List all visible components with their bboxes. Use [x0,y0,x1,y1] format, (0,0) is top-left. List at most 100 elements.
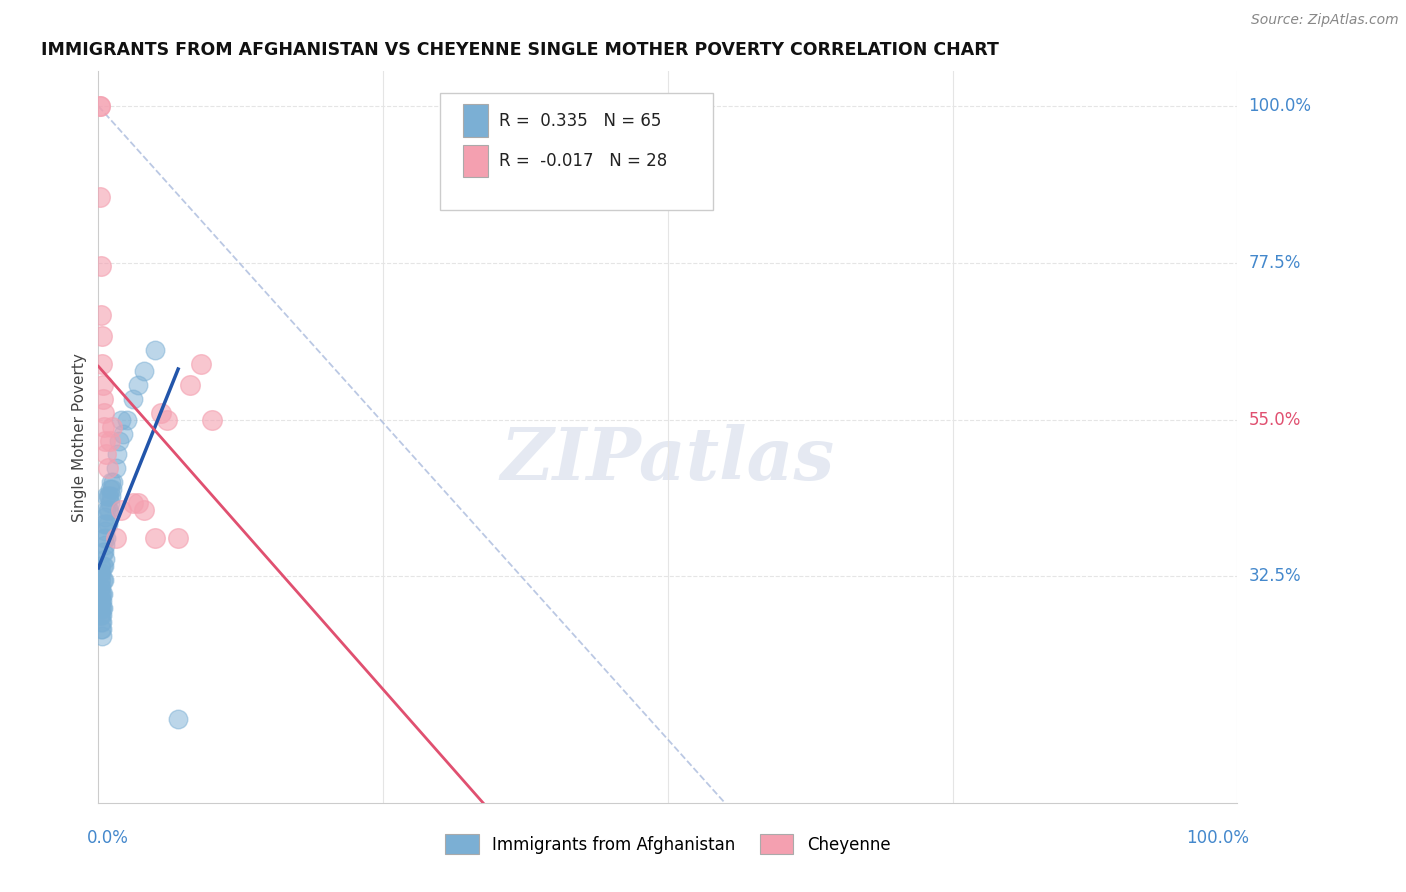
Bar [463,145,488,178]
Text: Source: ZipAtlas.com: Source: ZipAtlas.com [1251,13,1399,28]
Point [93,545,115,559]
Point [89,99,111,113]
Point [94,538,117,552]
Point [94,552,117,566]
Point [104,531,127,545]
Point [90,629,112,643]
Point [101,483,124,497]
Text: 77.5%: 77.5% [1249,254,1301,272]
Text: IMMIGRANTS FROM AFGHANISTAN VS CHEYENNE SINGLE MOTHER POVERTY CORRELATION CHART: IMMIGRANTS FROM AFGHANISTAN VS CHEYENNE … [42,41,1000,59]
Point [98,496,121,510]
Point [90,594,112,608]
Point [89,594,111,608]
Point [90,357,112,371]
Point [96,489,118,503]
Point [90,566,112,580]
Point [91,392,114,406]
Text: 0.0%: 0.0% [87,829,129,847]
Point [98,483,121,497]
Point [89,587,111,601]
Point [90,573,112,587]
Bar [463,104,488,137]
Point [90,580,112,594]
Point [93,517,115,532]
Point [201,412,224,426]
Point [91,587,114,601]
Point [96,489,118,503]
Point [89,573,111,587]
Point [90,587,112,601]
Point [96,517,118,532]
Point [89,600,111,615]
Point [91,377,114,392]
Point [145,531,167,545]
Point [190,357,212,371]
Point [110,412,132,426]
Point [167,712,190,726]
Point [103,475,125,490]
Point [90,329,112,343]
Point [110,503,132,517]
Point [108,434,131,448]
Point [90,600,112,615]
Point [96,531,118,545]
Point [93,419,115,434]
Point [98,434,121,448]
Point [100,475,122,490]
Point [121,392,143,406]
Point [89,99,111,113]
Legend: Immigrants from Afghanistan, Cheyenne: Immigrants from Afghanistan, Cheyenne [439,828,897,860]
Point [96,448,118,462]
Point [150,406,173,420]
Point [104,461,127,475]
Point [89,190,111,204]
Point [90,600,112,615]
Point [91,558,114,573]
Point [121,496,143,510]
Point [156,412,179,426]
Point [91,573,114,587]
Point [89,558,111,573]
Point [96,517,118,532]
Point [90,615,112,629]
Text: 100.0%: 100.0% [1185,829,1249,847]
Point [90,607,112,622]
Point [132,364,155,378]
Point [112,426,135,441]
Point [93,406,115,420]
Point [94,434,117,448]
Text: 55.0%: 55.0% [1249,410,1301,429]
Point [90,308,112,322]
Point [97,503,120,517]
Point [96,503,118,517]
Point [167,531,190,545]
Text: R =  0.335   N = 65: R = 0.335 N = 65 [499,112,662,129]
Point [90,622,112,636]
Point [90,260,112,274]
Point [90,587,112,601]
Point [90,615,112,629]
Text: 100.0%: 100.0% [1249,97,1312,115]
Point [96,503,118,517]
Point [127,496,149,510]
Point [132,503,155,517]
Point [90,622,112,636]
Point [105,448,128,462]
Point [91,600,114,615]
Point [127,377,149,392]
Y-axis label: Single Mother Poverty: Single Mother Poverty [72,352,87,522]
Text: 32.5%: 32.5% [1249,567,1301,585]
Point [100,489,122,503]
Point [90,607,112,622]
Point [89,607,111,622]
FancyBboxPatch shape [440,94,713,211]
Text: ZIPatlas: ZIPatlas [501,424,835,494]
Point [89,580,111,594]
Point [90,594,112,608]
Point [93,573,115,587]
Point [94,524,117,538]
Point [115,412,138,426]
Point [101,419,124,434]
Point [91,545,114,559]
Point [93,531,115,545]
